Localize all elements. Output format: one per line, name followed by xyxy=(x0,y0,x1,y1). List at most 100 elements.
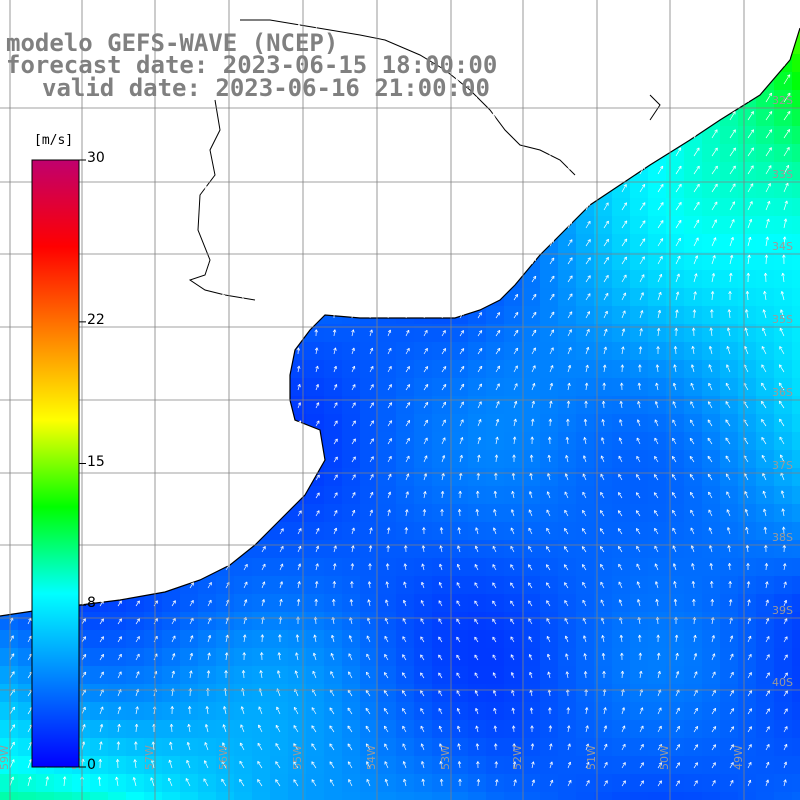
wind-cell xyxy=(108,612,127,631)
wind-cell xyxy=(792,558,800,577)
wind-arrow xyxy=(366,77,371,85)
wind-cell xyxy=(18,792,37,800)
wind-cell xyxy=(288,504,307,523)
wind-arrow xyxy=(563,40,569,49)
wind-cell xyxy=(666,450,685,469)
wind-arrow xyxy=(437,78,443,85)
wind-cell xyxy=(360,504,379,523)
wind-cell xyxy=(180,774,199,793)
wind-arrow xyxy=(81,78,87,85)
wind-cell xyxy=(234,612,253,631)
wind-cell xyxy=(630,630,649,649)
wind-arrow xyxy=(278,59,282,67)
wind-cell xyxy=(792,612,800,631)
wind-cell xyxy=(612,666,631,685)
wind-cell xyxy=(594,504,613,523)
wind-cell xyxy=(774,324,793,343)
wind-cell xyxy=(360,756,379,775)
colorbar-tick-label: 22 xyxy=(87,311,105,328)
wind-cell xyxy=(324,450,343,469)
wind-cell xyxy=(252,738,271,757)
wind-cell xyxy=(486,432,505,451)
wind-cell xyxy=(450,630,469,649)
wind-cell xyxy=(540,288,559,307)
wind-cell xyxy=(774,414,793,433)
wind-cell xyxy=(792,216,800,235)
wind-cell xyxy=(756,666,775,685)
wind-cell xyxy=(666,180,685,199)
wind-cell xyxy=(774,702,793,721)
wind-arrow xyxy=(455,78,461,85)
wind-cell xyxy=(126,612,145,631)
wind-cell xyxy=(450,756,469,775)
wind-cell xyxy=(324,774,343,793)
wind-cell xyxy=(432,324,451,343)
wind-cell xyxy=(630,774,649,793)
longitude-label: 51W xyxy=(585,745,598,770)
wind-arrow xyxy=(277,77,282,85)
wind-cell xyxy=(288,630,307,649)
wind-cell xyxy=(792,630,800,649)
wind-cell xyxy=(594,648,613,667)
wind-cell xyxy=(594,288,613,307)
wind-cell xyxy=(666,666,685,685)
wind-cell xyxy=(414,504,433,523)
wind-cell xyxy=(702,774,721,793)
wind-cell xyxy=(576,324,595,343)
wind-cell xyxy=(702,252,721,271)
latitude-label: 32S xyxy=(772,94,793,107)
wind-cell xyxy=(324,666,343,685)
wind-cell xyxy=(540,324,559,343)
longitude-label: 52W xyxy=(511,745,524,770)
wind-cell xyxy=(558,756,577,775)
wind-cell xyxy=(738,684,757,703)
wind-cell xyxy=(504,720,523,739)
wind-cell xyxy=(756,414,775,433)
wind-cell xyxy=(378,378,397,397)
wind-arrow xyxy=(171,77,176,85)
wind-cell xyxy=(630,198,649,217)
wind-cell xyxy=(684,396,703,415)
wind-cell xyxy=(432,594,451,613)
wind-cell xyxy=(342,486,361,505)
wind-cell xyxy=(738,216,757,235)
wind-cell xyxy=(288,378,307,397)
wind-cell xyxy=(162,702,181,721)
wind-cell xyxy=(648,522,667,541)
wind-cell xyxy=(702,702,721,721)
wind-cell xyxy=(90,630,109,649)
wind-arrow xyxy=(296,59,300,67)
wind-cell xyxy=(324,360,343,379)
colorbar-tick-label: 0 xyxy=(87,757,96,773)
wind-cell xyxy=(612,576,631,595)
wind-cell xyxy=(558,774,577,793)
wind-cell xyxy=(162,648,181,667)
wind-cell xyxy=(432,630,451,649)
wind-cell xyxy=(540,792,559,800)
wind-cell xyxy=(198,756,217,775)
wind-cell xyxy=(684,738,703,757)
wind-cell xyxy=(378,414,397,433)
wind-cell xyxy=(576,684,595,703)
wind-cell xyxy=(756,342,775,361)
wind-cell xyxy=(576,306,595,325)
wind-cell xyxy=(396,612,415,631)
wind-cell xyxy=(648,738,667,757)
wind-cell xyxy=(684,324,703,343)
wind-cell xyxy=(630,252,649,271)
wind-cell xyxy=(630,738,649,757)
wind-cell xyxy=(324,432,343,451)
wind-cell xyxy=(486,666,505,685)
wind-cell xyxy=(720,486,739,505)
wind-cell xyxy=(612,270,631,289)
wind-cell xyxy=(522,342,541,361)
wind-cell xyxy=(684,432,703,451)
wind-cell xyxy=(306,504,325,523)
wind-cell xyxy=(594,576,613,595)
wind-cell xyxy=(756,396,775,415)
wind-arrow xyxy=(765,55,772,67)
wind-arrow xyxy=(437,59,443,67)
wind-cell xyxy=(792,450,800,469)
wind-arrow xyxy=(728,19,733,31)
wind-cell xyxy=(720,774,739,793)
